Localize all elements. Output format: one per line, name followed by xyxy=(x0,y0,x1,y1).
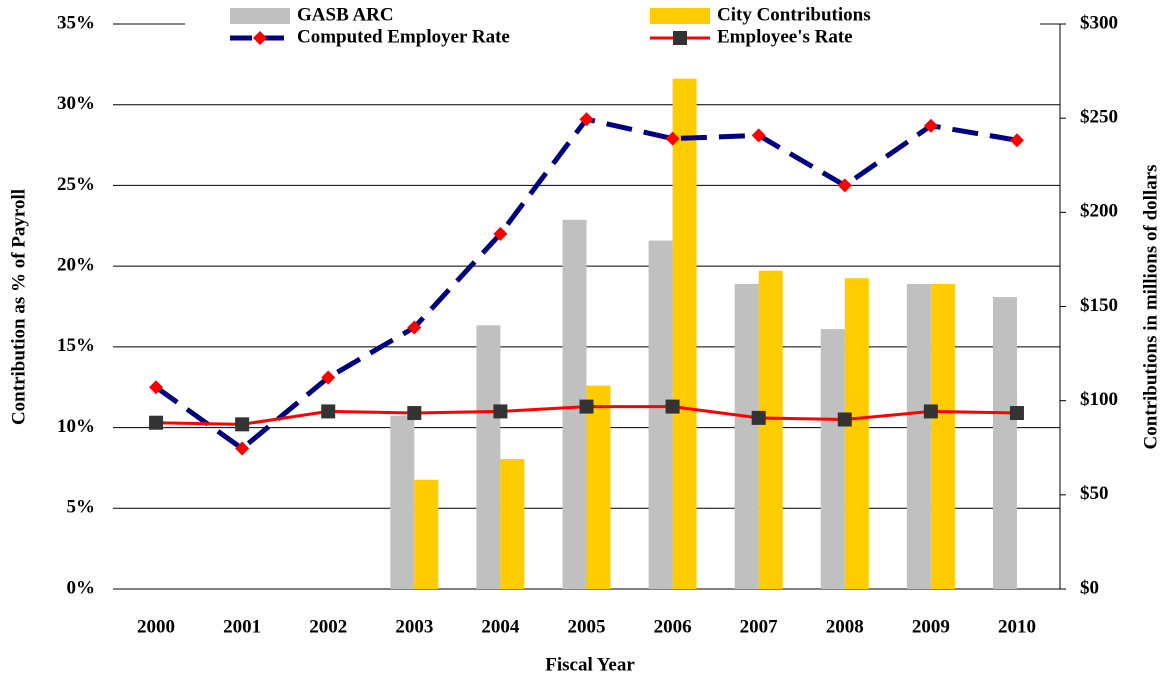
y-tick-label: 20% xyxy=(57,255,95,276)
bar xyxy=(648,240,673,590)
y-tick-label: 25% xyxy=(57,174,95,195)
legend-swatch xyxy=(230,8,290,24)
marker xyxy=(321,370,336,385)
marker xyxy=(751,128,766,143)
bar xyxy=(500,459,525,589)
marker xyxy=(149,415,164,430)
legend-label: Employee's Rate xyxy=(717,26,853,47)
bar xyxy=(586,385,611,589)
marker xyxy=(665,131,680,146)
marker xyxy=(407,320,422,335)
x-tick-label: 2004 xyxy=(481,616,520,637)
x-tick-label: 2010 xyxy=(998,616,1036,637)
y2-tick-label: $50 xyxy=(1080,483,1109,504)
y2-tick-label: $300 xyxy=(1080,12,1118,33)
x-tick-label: 2009 xyxy=(912,616,950,637)
marker xyxy=(149,380,164,395)
y2-tick-label: $200 xyxy=(1080,201,1118,222)
legend-label: City Contributions xyxy=(717,4,871,25)
marker xyxy=(923,404,938,419)
marker xyxy=(1009,406,1024,421)
bar xyxy=(734,283,759,589)
marker xyxy=(493,404,508,419)
y-tick-label: 5% xyxy=(67,497,96,518)
x-tick-label: 2002 xyxy=(309,616,347,637)
bar xyxy=(414,479,439,589)
bar xyxy=(758,270,783,589)
x-tick-label: 2001 xyxy=(223,616,261,637)
marker xyxy=(751,410,766,425)
bar xyxy=(390,415,415,589)
y-axis-title: Contribution as % of Payroll xyxy=(8,189,29,425)
marker xyxy=(407,406,422,421)
y2-tick-label: $0 xyxy=(1080,577,1099,598)
x-tick-label: 2000 xyxy=(137,616,175,637)
y-tick-label: 30% xyxy=(57,93,95,114)
x-tick-label: 2006 xyxy=(654,616,692,637)
y2-axis-title: Contributions in millions of dollars xyxy=(1140,164,1161,449)
marker xyxy=(235,441,250,456)
x-tick-label: 2008 xyxy=(826,616,864,637)
marker xyxy=(673,31,687,45)
marker xyxy=(837,178,852,193)
y-tick-label: 35% xyxy=(57,12,95,33)
marker xyxy=(665,399,680,414)
legend-label: GASB ARC xyxy=(297,4,394,25)
x-tick-label: 2003 xyxy=(395,616,433,637)
marker xyxy=(837,412,852,427)
marker xyxy=(923,118,938,133)
marker xyxy=(579,399,594,414)
x-tick-label: 2005 xyxy=(568,616,606,637)
marker xyxy=(253,31,267,45)
bar xyxy=(844,278,869,589)
y2-tick-label: $150 xyxy=(1080,295,1118,316)
marker xyxy=(321,404,336,419)
y2-tick-label: $250 xyxy=(1080,107,1118,128)
y2-tick-label: $100 xyxy=(1080,389,1118,410)
legend-background xyxy=(185,4,1040,50)
y-tick-label: 0% xyxy=(67,577,96,598)
legend-swatch xyxy=(650,8,710,24)
bar xyxy=(906,283,931,589)
x-axis-title: Fiscal Year xyxy=(545,654,635,675)
y-tick-label: 10% xyxy=(57,416,95,437)
bar xyxy=(672,78,697,589)
marker xyxy=(579,112,594,127)
bar xyxy=(992,297,1017,589)
bar xyxy=(476,325,501,589)
x-tick-label: 2007 xyxy=(740,616,779,637)
marker xyxy=(235,417,250,432)
marker xyxy=(1009,133,1024,148)
legend-label: Computed Employer Rate xyxy=(297,26,510,47)
bar xyxy=(930,283,955,589)
bar xyxy=(820,329,845,589)
marker xyxy=(493,226,508,241)
y-tick-label: 15% xyxy=(57,335,95,356)
